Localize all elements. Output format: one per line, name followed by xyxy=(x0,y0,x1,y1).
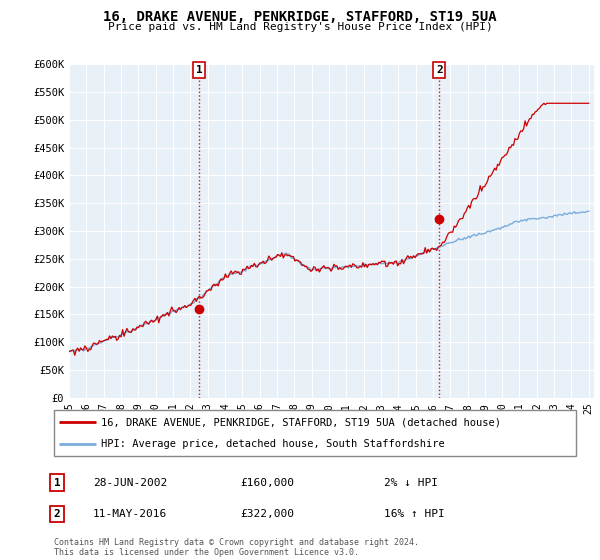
Text: 1: 1 xyxy=(196,65,202,75)
Text: 2: 2 xyxy=(436,65,443,75)
Text: Contains HM Land Registry data © Crown copyright and database right 2024.
This d: Contains HM Land Registry data © Crown c… xyxy=(54,538,419,557)
Text: 2: 2 xyxy=(53,509,61,519)
Text: 16, DRAKE AVENUE, PENKRIDGE, STAFFORD, ST19 5UA (detached house): 16, DRAKE AVENUE, PENKRIDGE, STAFFORD, S… xyxy=(101,417,501,427)
Text: 1: 1 xyxy=(53,478,61,488)
Text: Price paid vs. HM Land Registry's House Price Index (HPI): Price paid vs. HM Land Registry's House … xyxy=(107,22,493,32)
Text: 16, DRAKE AVENUE, PENKRIDGE, STAFFORD, ST19 5UA: 16, DRAKE AVENUE, PENKRIDGE, STAFFORD, S… xyxy=(103,10,497,24)
Text: £322,000: £322,000 xyxy=(240,509,294,519)
Text: 28-JUN-2002: 28-JUN-2002 xyxy=(93,478,167,488)
Text: HPI: Average price, detached house, South Staffordshire: HPI: Average price, detached house, Sout… xyxy=(101,440,445,450)
Text: 11-MAY-2016: 11-MAY-2016 xyxy=(93,509,167,519)
Text: 16% ↑ HPI: 16% ↑ HPI xyxy=(384,509,445,519)
Text: £160,000: £160,000 xyxy=(240,478,294,488)
FancyBboxPatch shape xyxy=(54,410,576,456)
Text: 2% ↓ HPI: 2% ↓ HPI xyxy=(384,478,438,488)
